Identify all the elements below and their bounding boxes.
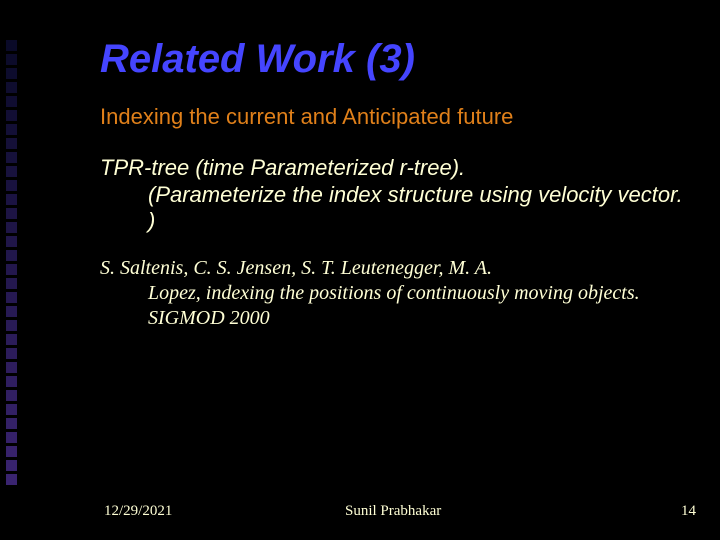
side-square bbox=[6, 376, 17, 387]
side-decoration bbox=[6, 40, 17, 485]
side-square bbox=[6, 68, 17, 79]
side-square bbox=[6, 194, 17, 205]
side-square bbox=[6, 124, 17, 135]
side-square bbox=[6, 474, 17, 485]
side-square bbox=[6, 250, 17, 261]
side-square bbox=[6, 180, 17, 191]
side-square bbox=[6, 404, 17, 415]
side-square bbox=[6, 292, 17, 303]
side-square bbox=[6, 138, 17, 149]
side-square bbox=[6, 390, 17, 401]
footer-author: Sunil Prabhakar bbox=[345, 503, 441, 520]
body-rest: (Parameterize the index structure using … bbox=[100, 182, 690, 235]
citation-rest: Lopez, indexing the positions of continu… bbox=[100, 281, 690, 331]
footer-page-number: 14 bbox=[681, 503, 696, 520]
side-square bbox=[6, 278, 17, 289]
footer-date: 12/29/2021 bbox=[104, 503, 172, 520]
side-square bbox=[6, 334, 17, 345]
side-square bbox=[6, 222, 17, 233]
side-square bbox=[6, 40, 17, 51]
citation-first-line: S. Saltenis, C. S. Jensen, S. T. Leutene… bbox=[100, 257, 492, 279]
side-square bbox=[6, 362, 17, 373]
body-first-line: TPR-tree (time Parameterized r-tree). bbox=[100, 155, 465, 180]
side-square bbox=[6, 264, 17, 275]
side-square bbox=[6, 54, 17, 65]
side-square bbox=[6, 432, 17, 443]
side-square bbox=[6, 460, 17, 471]
side-square bbox=[6, 446, 17, 457]
side-square bbox=[6, 320, 17, 331]
slide-subtitle: Indexing the current and Anticipated fut… bbox=[100, 104, 690, 129]
side-square bbox=[6, 166, 17, 177]
side-square bbox=[6, 152, 17, 163]
side-square bbox=[6, 348, 17, 359]
slide-citation: S. Saltenis, C. S. Jensen, S. T. Leutene… bbox=[100, 256, 690, 331]
side-square bbox=[6, 208, 17, 219]
side-square bbox=[6, 236, 17, 247]
slide-title: Related Work (3) bbox=[100, 38, 690, 80]
slide-content: Related Work (3) Indexing the current an… bbox=[100, 38, 690, 331]
side-square bbox=[6, 418, 17, 429]
side-square bbox=[6, 82, 17, 93]
slide-body: TPR-tree (time Parameterized r-tree). (P… bbox=[100, 155, 690, 234]
side-square bbox=[6, 96, 17, 107]
side-square bbox=[6, 110, 17, 121]
side-square bbox=[6, 306, 17, 317]
